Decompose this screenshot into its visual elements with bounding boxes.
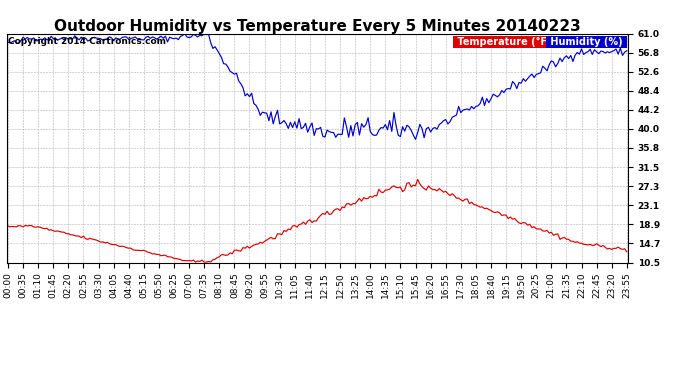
Text: Copyright 2014 Cartronics.com: Copyright 2014 Cartronics.com: [8, 37, 166, 46]
Text: Temperature (°F): Temperature (°F): [454, 37, 555, 47]
Title: Outdoor Humidity vs Temperature Every 5 Minutes 20140223: Outdoor Humidity vs Temperature Every 5 …: [54, 19, 581, 34]
Text: Humidity (%): Humidity (%): [547, 37, 626, 47]
